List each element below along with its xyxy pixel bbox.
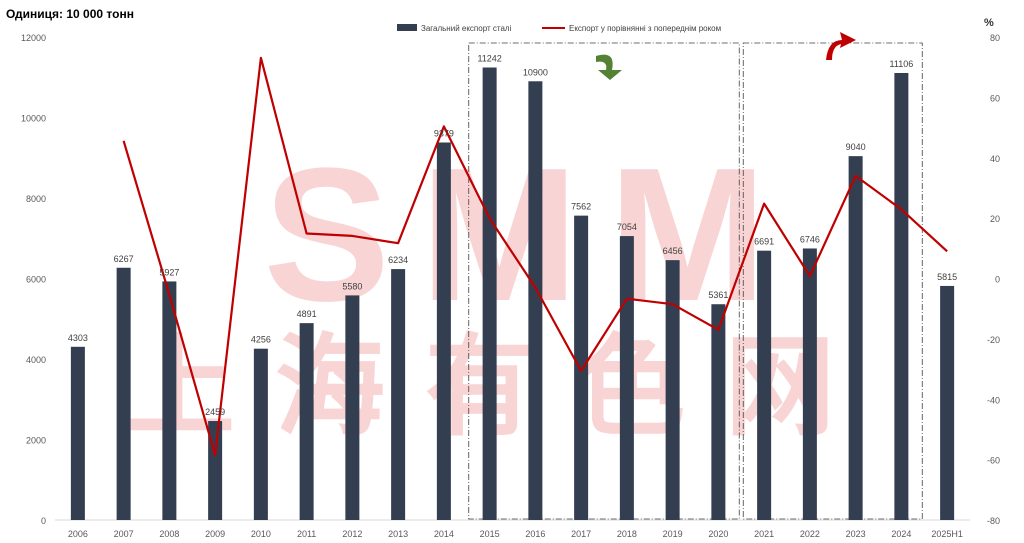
x-axis-tick-label: 2024: [891, 529, 911, 539]
bar-data-label: 9040: [846, 142, 866, 152]
x-axis-tick-label: 2006: [68, 529, 88, 539]
data-labels: 4303 6267 5927 2459 4256 4891 5580 6234 9379 1124…: [68, 54, 957, 418]
bar-data-label: 5815: [937, 272, 957, 282]
right-axis-unit: %: [984, 17, 994, 29]
x-axis-tick-label: 2009: [205, 529, 225, 539]
x-axis-tick-label: 2016: [525, 529, 545, 539]
bar-2014: [436, 142, 451, 521]
left-axis-tick-label: 0: [41, 516, 46, 526]
bar-data-label: 2459: [205, 407, 225, 417]
bar-2019: [665, 260, 680, 520]
right-axis-tick-label: -80: [987, 516, 1000, 526]
bar-2012: [345, 295, 360, 520]
bar-data-label: 5361: [708, 290, 728, 300]
bar-2015: [482, 67, 497, 521]
legend: Загальний експорт сталі Експорт у порівня…: [397, 24, 721, 33]
bar-data-label: 10900: [523, 67, 548, 77]
x-axis-tick-label: 2018: [617, 529, 637, 539]
bar-2024: [894, 72, 909, 521]
left-axis-tick-label: 10000: [21, 114, 46, 124]
bar-2013: [391, 269, 406, 520]
x-axis-tick-label: 2011: [297, 529, 316, 539]
unit-label: Одиниця: 10 000 тонн: [6, 7, 134, 21]
bar-2023: [848, 156, 863, 520]
axes: 0 2000 4000 6000 8000 10000 12000 -80 -60 -40 -20 0…: [21, 33, 1000, 539]
bar-data-label: 6234: [388, 255, 408, 265]
legend-bar-swatch: [397, 24, 417, 31]
x-axis-tick-label: 2014: [434, 529, 454, 539]
right-axis-tick-label: -60: [987, 456, 1000, 466]
yoy-line: [122, 56, 948, 457]
bar-2017: [574, 215, 589, 520]
x-axis-tick-label: 2015: [480, 529, 500, 539]
trend-down-arrow-icon: [596, 54, 622, 80]
bar-data-label: 7562: [571, 202, 591, 212]
x-axis-tick-label: 2020: [708, 529, 728, 539]
bar-data-label: 5927: [159, 267, 179, 277]
legend-line-label: Експорт у порівнянні з попереднім роком: [569, 24, 721, 33]
right-axis-tick-label: 60: [990, 93, 1000, 103]
bar-2020: [711, 304, 726, 520]
x-axis-tick-label: 2017: [571, 529, 591, 539]
bar-data-label: 4256: [251, 335, 271, 345]
bar-data-label: 9379: [434, 128, 454, 138]
line-series: [122, 56, 948, 457]
bar-2016: [528, 81, 543, 521]
bar-2022: [802, 248, 817, 520]
bar-2018: [619, 236, 634, 520]
bar-2007: [116, 267, 131, 520]
bar-data-label: 4303: [68, 333, 88, 343]
x-axis-tick-label: 2022: [800, 529, 820, 539]
x-axis-tick-label: 2007: [114, 529, 134, 539]
highlight-box-2: [742, 42, 923, 520]
bar-series: [70, 67, 955, 521]
bar-2010: [253, 348, 268, 520]
x-axis-tick-label: 2013: [388, 529, 408, 539]
right-axis-tick-label: 40: [990, 154, 1000, 164]
x-axis-tick-label: 2010: [251, 529, 271, 539]
bar-data-label: 5580: [342, 281, 362, 291]
bar-data-label: 6267: [114, 254, 134, 264]
left-axis-tick-label: 12000: [21, 33, 46, 43]
right-axis-tick-label: -40: [987, 395, 1000, 405]
bar-2011: [299, 323, 314, 520]
trend-up-arrow-icon: [826, 32, 856, 60]
highlight-box-1: [468, 42, 740, 520]
bar-data-label: 6456: [663, 246, 683, 256]
right-axis-tick-label: 20: [990, 214, 1000, 224]
bar-data-label: 4891: [297, 309, 317, 319]
bar-data-label: 6746: [800, 234, 820, 244]
bar-2021: [757, 250, 772, 520]
bar-data-label: 7054: [617, 222, 637, 232]
x-axis-tick-label: 2019: [663, 529, 683, 539]
x-axis-tick-label: 2021: [754, 529, 774, 539]
highlight-boxes: [468, 42, 923, 520]
x-axis-tick-label: 2025H1: [931, 529, 963, 539]
right-axis-tick-label: 80: [990, 33, 1000, 43]
bar-data-label: 11242: [477, 54, 501, 64]
legend-bar-label: Загальний експорт сталі: [421, 24, 512, 33]
bar-data-label: 11106: [890, 59, 914, 69]
x-axis-tick-label: 2012: [342, 529, 362, 539]
bar-data-label: 6691: [754, 237, 774, 247]
left-axis-tick-label: 8000: [26, 194, 46, 204]
right-axis-tick-label: 0: [995, 275, 1000, 285]
bar-2006: [70, 346, 85, 520]
x-axis-tick-label: 2023: [846, 529, 866, 539]
trend-arrows: [596, 32, 856, 80]
left-axis-tick-label: 4000: [26, 355, 46, 365]
x-axis-tick-label: 2008: [159, 529, 179, 539]
bar-2008: [162, 281, 177, 520]
right-axis-tick-label: -20: [987, 335, 1000, 345]
left-axis-tick-label: 6000: [26, 275, 46, 285]
left-axis-tick-label: 2000: [26, 436, 46, 446]
bar-2025H1: [940, 285, 955, 520]
